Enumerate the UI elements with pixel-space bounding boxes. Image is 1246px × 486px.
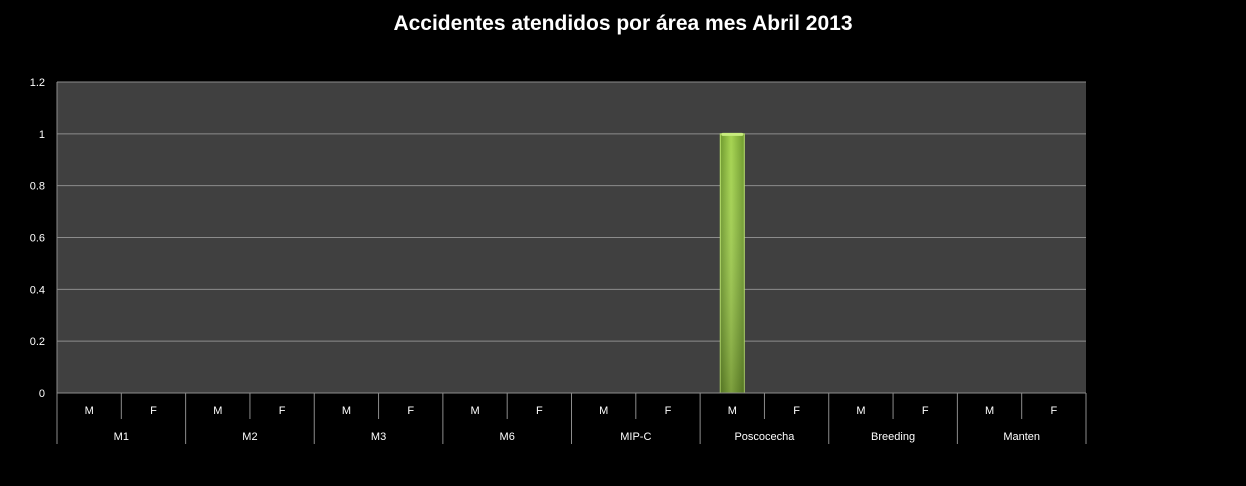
y-tick-label: 0.4 <box>30 284 45 296</box>
group-label: MIP-C <box>620 431 651 443</box>
bar-cap <box>721 132 744 136</box>
x-tick-label: F <box>665 405 672 417</box>
y-tick-label: 0 <box>39 388 45 400</box>
y-tick-label: 1 <box>39 129 45 141</box>
x-tick-label: F <box>150 405 157 417</box>
group-label: Manten <box>1003 431 1040 443</box>
group-label: M3 <box>371 431 386 443</box>
y-tick-label: 0.6 <box>30 233 45 245</box>
y-axis-tick-labels: 0 0.2 0.4 0.6 0.8 1 1.2 <box>30 77 45 400</box>
x-tick-label: M <box>342 405 351 417</box>
group-label: M2 <box>242 431 257 443</box>
y-tick-label: 0.2 <box>30 336 45 348</box>
bar-shade <box>720 133 745 394</box>
x-tick-label: M <box>213 405 222 417</box>
x-tick-label: F <box>1050 405 1057 417</box>
x-tick-label: F <box>279 405 286 417</box>
x-tick-label: M <box>728 405 737 417</box>
x-tick-label: M <box>85 405 94 417</box>
group-label: M1 <box>114 431 129 443</box>
group-label: Poscocecha <box>734 431 795 443</box>
x-tick-label: M <box>599 405 608 417</box>
x-tick-label: M <box>470 405 479 417</box>
x-tick-label: F <box>793 405 800 417</box>
x-tick-label: M <box>856 405 865 417</box>
y-tick-label: 0.8 <box>30 181 45 193</box>
group-label: M6 <box>500 431 515 443</box>
grid-lines <box>57 81 1086 342</box>
group-label: Breeding <box>871 431 915 443</box>
x-tick-label: F <box>922 405 929 417</box>
x-axis: M F M1 M F M2 M F M3 M F M6 M F MIP-C M F Poscocecha M F Bre… <box>56 82 1087 444</box>
x-tick-label: F <box>536 405 543 417</box>
x-tick-label: F <box>407 405 414 417</box>
bars <box>719 132 745 394</box>
chart-title: Accidentes atendidos por área mes Abril … <box>393 12 853 35</box>
x-tick-label: M <box>985 405 994 417</box>
y-tick-label: 1.2 <box>30 77 45 89</box>
